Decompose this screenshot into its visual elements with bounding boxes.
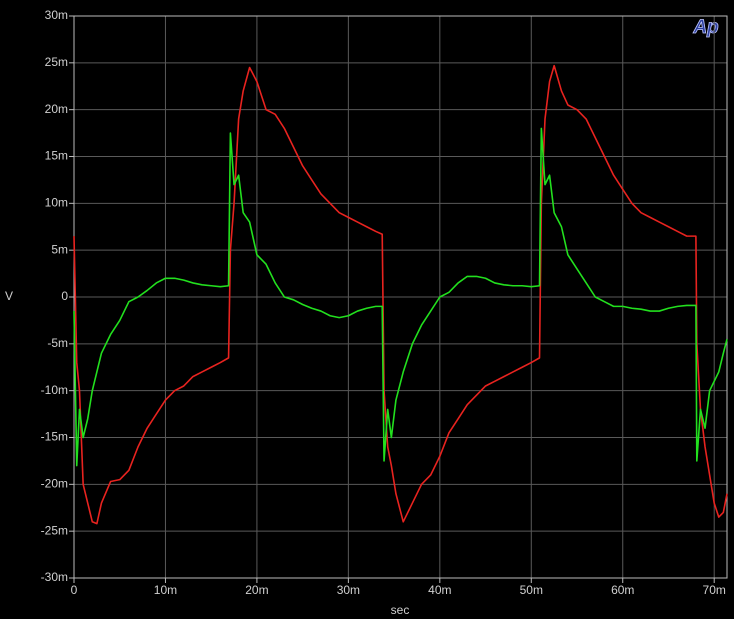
x-tick-label: 70m bbox=[703, 583, 726, 597]
y-tick-label: 25m bbox=[45, 55, 68, 69]
y-tick-label: -15m bbox=[41, 430, 68, 444]
y-tick-label: -20m bbox=[41, 477, 68, 491]
x-tick-label: 30m bbox=[337, 583, 360, 597]
y-tick-label: 20m bbox=[45, 102, 68, 116]
line-series bbox=[73, 127, 728, 467]
y-tick-label: -5m bbox=[47, 336, 68, 350]
x-tick-label: 0 bbox=[71, 583, 78, 597]
logo: Ap bbox=[692, 17, 718, 38]
x-axis-label: sec bbox=[391, 603, 410, 617]
y-axis-label: V bbox=[5, 289, 13, 303]
x-tick-label: 20m bbox=[245, 583, 268, 597]
y-tick-label: -10m bbox=[41, 383, 68, 397]
x-tick-label: 60m bbox=[611, 583, 634, 597]
x-tick-label: 10m bbox=[154, 583, 177, 597]
plot-frame bbox=[73, 15, 728, 579]
y-tick-label: -25m bbox=[41, 523, 68, 537]
y-tick-label: 15m bbox=[45, 149, 68, 163]
y-tick-label: 30m bbox=[45, 8, 68, 22]
y-tick-label: 10m bbox=[45, 196, 68, 210]
y-tick-label: -30m bbox=[41, 570, 68, 584]
line-series bbox=[73, 64, 728, 525]
x-tick-label: 40m bbox=[428, 583, 451, 597]
y-tick-label: 5m bbox=[51, 242, 68, 256]
x-tick-label: 50m bbox=[520, 583, 543, 597]
y-tick-label: 0 bbox=[61, 289, 68, 303]
